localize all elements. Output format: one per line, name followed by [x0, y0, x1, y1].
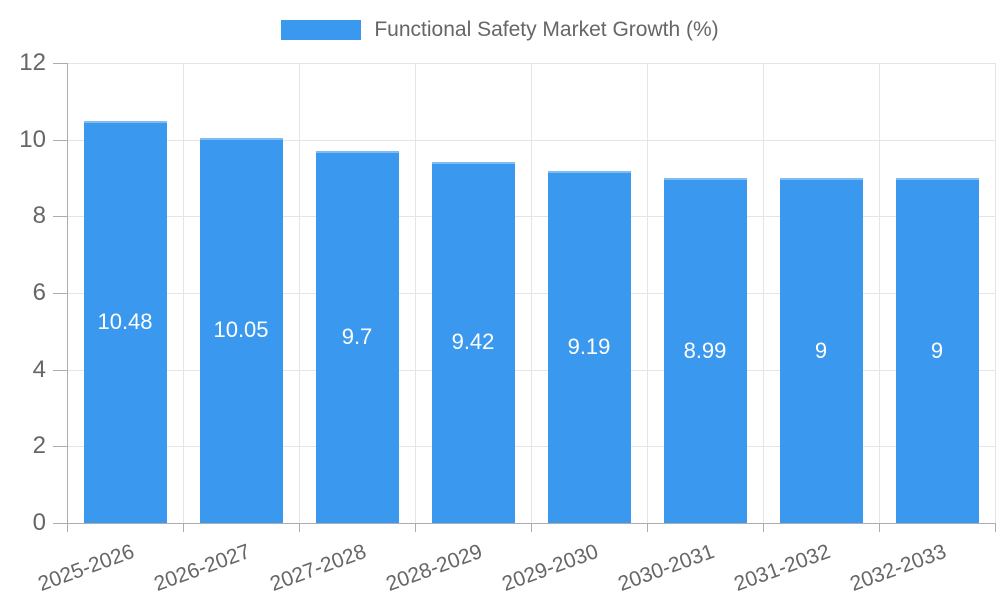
bar[interactable]	[663, 178, 747, 523]
y-tick-label: 4	[32, 355, 46, 383]
x-tick-mark	[415, 523, 416, 532]
x-tick-label-text: 2032-2033	[846, 540, 949, 596]
y-tick-mark	[53, 139, 67, 141]
bar[interactable]	[547, 170, 631, 523]
x-tick-mark	[531, 523, 532, 532]
x-tick-label-text: 2027-2028	[266, 540, 369, 596]
y-tick-mark	[53, 216, 67, 218]
y-axis-line	[67, 63, 68, 523]
x-grid-line	[299, 63, 300, 523]
y-tick-label: 8	[32, 202, 46, 230]
y-tick-mark	[53, 63, 67, 64]
bar[interactable]	[431, 161, 515, 523]
x-tick-mark	[763, 523, 764, 532]
legend-label: Functional Safety Market Growth (%)	[374, 18, 719, 41]
x-tick-mark	[879, 523, 880, 532]
y-tick-mark	[53, 293, 67, 294]
x-tick-label-text: 2030-2031	[614, 540, 717, 596]
y-tick-label: 10	[19, 125, 46, 153]
y-tick-label: 2	[32, 432, 46, 460]
bar[interactable]	[895, 178, 979, 523]
x-tick-mark	[647, 523, 648, 532]
legend[interactable]: Functional Safety Market Growth (%)	[0, 16, 1000, 44]
x-grid-line	[647, 63, 648, 523]
x-grid-line	[415, 63, 416, 523]
y-tick-label: 0	[32, 509, 46, 536]
x-tick-label-text: 2025-2026	[34, 540, 137, 596]
x-axis-line	[67, 523, 995, 524]
x-grid-line	[763, 63, 764, 523]
x-tick-label-text: 2026-2027	[150, 540, 253, 596]
x-grid-line	[995, 63, 996, 523]
legend-swatch	[281, 20, 362, 40]
x-tick-label-text: 2031-2032	[730, 540, 833, 596]
x-tick-label-text: 2029-2030	[498, 540, 601, 596]
bar[interactable]	[83, 121, 167, 523]
x-grid-line	[183, 63, 184, 523]
y-tick-mark	[53, 369, 67, 371]
bar[interactable]	[779, 178, 863, 523]
x-tick-mark	[67, 523, 68, 532]
x-grid-line	[531, 63, 532, 523]
bar[interactable]	[315, 151, 399, 523]
x-tick-mark	[183, 523, 184, 532]
y-tick-mark	[53, 523, 67, 524]
x-tick-mark	[299, 523, 300, 532]
y-tick-label: 12	[19, 49, 46, 76]
y-tick-label: 6	[32, 279, 46, 306]
x-tick-mark	[995, 523, 996, 532]
x-tick-label-text: 2028-2029	[382, 540, 485, 596]
bar[interactable]	[199, 137, 283, 523]
x-grid-line	[879, 63, 880, 523]
y-tick-mark	[53, 446, 67, 448]
